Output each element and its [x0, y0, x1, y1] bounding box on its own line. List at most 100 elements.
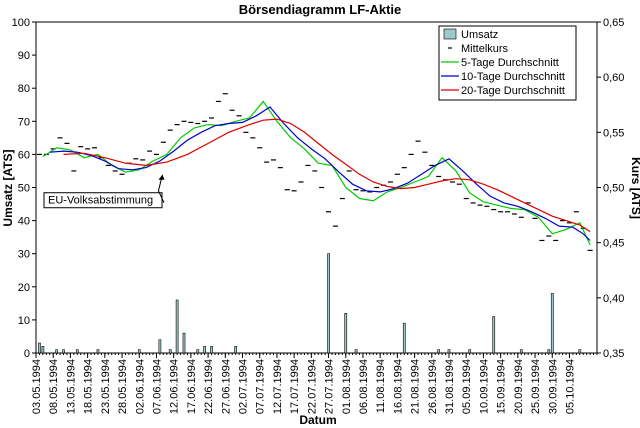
x-tick-label: 23.05.1994	[100, 359, 112, 414]
left-axis: 0 10 20 30 40 50 60 70 80 90 100	[12, 17, 36, 360]
bar	[38, 342, 41, 354]
x-tick-label: 28.05.1994	[117, 359, 129, 414]
x-tick-label: 20.09.1994	[513, 359, 525, 414]
x-tick-label: 01.08.1994	[341, 359, 353, 414]
x-tick-label: 05.09.1994	[461, 359, 473, 414]
chart-title: Börsendiagramm LF-Aktie	[239, 2, 402, 17]
y-left-tick-label: 90	[18, 50, 30, 62]
y-axis-right-title: Kurs [ATS]	[629, 157, 640, 219]
x-tick-label: 07.07.1994	[255, 359, 267, 414]
bar	[327, 253, 330, 354]
x-tick-label: 15.09.1994	[496, 359, 508, 414]
legend-label: Umsatz	[461, 29, 498, 41]
x-tick-label: 22.07.1994	[306, 359, 318, 414]
y-right-tick-label: 0,45	[603, 238, 624, 250]
line-10-tage-durchschnitt	[49, 106, 591, 241]
y-left-tick-label: 100	[12, 17, 30, 29]
bar	[234, 346, 237, 354]
bar	[550, 293, 554, 354]
x-tick-label: 06.08.1994	[358, 359, 370, 414]
legend-label: 5-Tage Durchschnitt	[461, 57, 559, 69]
bar	[437, 349, 441, 354]
legend-box	[438, 25, 577, 101]
x-tick-label: 26.08.1994	[427, 359, 439, 414]
y-left-tick-label: 30	[18, 249, 30, 261]
y-right-tick-label: 0,50	[603, 183, 624, 195]
x-tick-label: 17.06.1994	[186, 359, 198, 414]
bar	[547, 349, 551, 354]
annotation-box	[43, 192, 163, 209]
x-tick-label: 30.09.1994	[547, 359, 559, 414]
bar	[137, 349, 141, 354]
bar	[578, 349, 582, 354]
y-right-tick-label: 0,60	[603, 72, 624, 84]
y-right-tick-label: 0,35	[603, 348, 624, 360]
x-tick-label: 07.06.1994	[151, 359, 163, 414]
bar	[210, 346, 213, 354]
annotation-arrowhead	[158, 174, 165, 180]
x-tick-label: 27.06.1994	[220, 359, 232, 414]
x-tick-label: 21.08.1994	[410, 359, 422, 414]
bar	[344, 312, 348, 354]
x-axis: 03.05.1994 08.05.1994 13.05.1994 18.05.1994…	[31, 353, 598, 414]
legend-label: 10-Tage Durchschnitt	[461, 71, 565, 83]
y-left-tick-label: 60	[18, 149, 30, 161]
bar	[519, 349, 523, 354]
bar	[468, 349, 471, 354]
annotation-eu-volksabstimmung: EU-Volksabstimmung	[43, 174, 165, 209]
bar	[196, 349, 200, 354]
bar	[402, 322, 406, 354]
y-left-tick-label: 10	[18, 315, 30, 327]
bar	[41, 346, 45, 354]
bar	[158, 339, 162, 354]
bar	[75, 349, 79, 354]
bar	[354, 349, 358, 354]
line-5-tage-durchschnitt	[42, 100, 591, 246]
bar	[96, 349, 100, 354]
y-left-tick-label: 80	[18, 83, 30, 95]
y-left-tick-label: 0	[24, 348, 30, 360]
bar	[168, 349, 172, 354]
bar	[182, 332, 186, 354]
bar-series-umsatz	[38, 253, 582, 354]
y-right-tick-label: 0,65	[603, 17, 624, 29]
x-tick-label: 05.10.1994	[564, 359, 576, 414]
x-tick-label: 13.05.1994	[65, 359, 77, 414]
right-axis: 0,35 0,40 0,45 0,50 0,55 0,60 0,65	[597, 17, 624, 360]
x-tick-label: 18.05.1994	[83, 359, 95, 414]
x-tick-label: 12.07.1994	[272, 359, 284, 414]
legend-label: Mittelkurs	[461, 43, 509, 55]
bar	[492, 316, 496, 354]
x-tick-label: 08.05.1994	[48, 359, 60, 414]
x-tick-label: 27.07.1994	[324, 359, 336, 414]
annotation-arrow	[157, 174, 165, 203]
bar	[203, 346, 206, 354]
line-20-tage-durchschnitt	[63, 118, 591, 233]
legend-label: 20-Tage Durchschnitt	[461, 85, 565, 97]
x-tick-label: 03.05.1994	[31, 359, 43, 414]
y-right-tick-label: 0,40	[603, 293, 624, 305]
y-left-tick-label: 20	[18, 282, 30, 294]
annotation-label: EU-Volksabstimmung	[48, 195, 153, 207]
legend-swatch-umsatz	[443, 28, 457, 40]
y-left-tick-label: 40	[18, 216, 30, 228]
x-tick-label: 02.06.1994	[134, 359, 146, 414]
x-tick-label: 11.08.1994	[375, 359, 387, 413]
bar	[447, 349, 451, 354]
bar	[55, 349, 58, 354]
x-tick-label: 31.08.1994	[444, 359, 456, 414]
x-tick-label: 17.07.1994	[289, 359, 301, 414]
bar	[175, 299, 179, 354]
y-axis-left-title: Umsatz [ATS]	[1, 149, 15, 226]
y-left-tick-label: 50	[18, 183, 30, 195]
x-tick-label: 12.06.1994	[169, 359, 181, 414]
legend: Umsatz Mittelkurs 5-Tage Durchschnitt 10-Ta…	[438, 25, 577, 101]
x-tick-label: 25.09.1994	[530, 359, 542, 414]
x-tick-label: 22.06.1994	[203, 359, 215, 414]
x-axis-title: Datum	[299, 413, 336, 427]
x-tick-label: 16.08.1994	[392, 359, 404, 414]
x-tick-label: 10.09.1994	[478, 359, 490, 414]
y-right-tick-label: 0,55	[603, 127, 624, 139]
bar	[62, 349, 65, 354]
